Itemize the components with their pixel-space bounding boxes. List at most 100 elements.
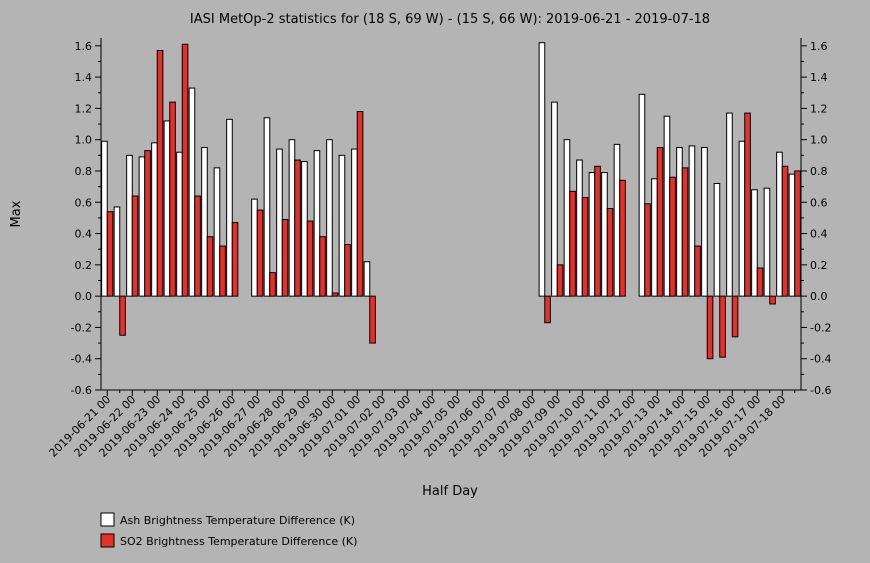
bar-so2 (681, 167, 689, 297)
bar-so2 (756, 267, 764, 297)
bar-so2 (744, 112, 751, 297)
y-tick-label-left: 0.0 (75, 290, 93, 303)
bar-ash (101, 140, 108, 297)
bar-so2 (781, 165, 789, 297)
bar-ash (788, 173, 796, 297)
bar-ash (226, 118, 233, 297)
bar-so2 (706, 295, 714, 360)
bar-ash (213, 167, 221, 297)
bar-ash (701, 147, 708, 297)
bar-ash (538, 42, 546, 297)
y-tick-label-left: 1.0 (75, 134, 93, 147)
y-tick-label-right: 0.6 (810, 196, 828, 209)
legend: Ash Brightness Temperature Difference (K… (100, 512, 357, 548)
bar-so2 (369, 295, 376, 344)
y-axis-label: Max (9, 200, 24, 227)
bar-so2 (281, 218, 289, 297)
bar-ash (301, 161, 308, 297)
y-tick-label-left: -0.6 (71, 384, 92, 397)
bar-ash (551, 101, 558, 297)
bar-ash (363, 261, 371, 297)
y-tick-label-right: 0.4 (810, 228, 828, 241)
bar-so2 (306, 220, 314, 297)
bar-ash (263, 117, 271, 297)
y-tick-label-right: -0.6 (810, 384, 831, 397)
y-tick-label-right: 1.2 (810, 102, 828, 115)
y-tick-label-right: 0.8 (810, 165, 828, 178)
bar-so2 (231, 222, 239, 297)
bar-ash (651, 178, 658, 297)
bar-so2 (644, 203, 651, 297)
bar-so2 (619, 179, 626, 297)
y-tick-label-left: -0.4 (71, 353, 92, 366)
y-tick-label-left: 0.6 (75, 196, 93, 209)
y-tick-label-left: 1.6 (75, 40, 93, 53)
y-tick-label-left: 0.8 (75, 165, 93, 178)
bar-so2 (344, 244, 351, 297)
bar-ash (601, 172, 608, 297)
y-tick-label-right: 1.6 (810, 40, 828, 53)
y-tick-label-left: 0.2 (75, 259, 93, 272)
bar-so2 (556, 264, 564, 297)
bar-so2 (206, 236, 214, 297)
bar-so2 (131, 195, 139, 297)
legend-swatch-so2 (100, 533, 115, 548)
bar-so2 (106, 211, 114, 297)
y-tick-label-left: -0.2 (71, 321, 92, 334)
bar-so2 (769, 295, 776, 305)
bar-ash (313, 150, 321, 297)
bar-ash (113, 206, 121, 297)
bar-ash (176, 151, 183, 297)
bar-ash (688, 145, 696, 297)
bar-so2 (194, 195, 201, 297)
bar-so2 (331, 292, 339, 297)
bar-ash (163, 120, 171, 297)
bar-so2 (169, 101, 176, 297)
bar-so2 (694, 245, 701, 297)
bar-so2 (594, 165, 601, 297)
bar-so2 (181, 43, 189, 297)
bar-so2 (319, 236, 326, 297)
legend-swatch-ash (100, 512, 115, 527)
y-tick-label-right: 1.4 (810, 71, 828, 84)
legend-label-so2: SO2 Brightness Temperature Difference (K… (120, 535, 357, 548)
bar-so2 (544, 295, 551, 324)
y-tick-label-left: 1.2 (75, 102, 93, 115)
bar-ash (613, 143, 621, 297)
bar-so2 (731, 295, 739, 338)
bar-so2 (144, 150, 151, 297)
bar-so2 (219, 245, 226, 297)
bar-ash (251, 198, 258, 297)
y-tick-label-right: -0.4 (810, 353, 831, 366)
bar-so2 (794, 170, 801, 297)
bar-ash (201, 147, 208, 297)
bar-ash (638, 93, 646, 297)
bar-ash (338, 154, 346, 297)
y-tick-label-right: 0.2 (810, 259, 828, 272)
y-tick-label-right: 1.0 (810, 134, 828, 147)
x-axis-label: Half Day (422, 484, 478, 499)
bar-ash (138, 156, 146, 297)
y-tick-label-right: 0.0 (810, 290, 828, 303)
bar-so2 (356, 111, 364, 297)
bar-so2 (581, 197, 589, 297)
bar-ash (676, 147, 683, 297)
bar-so2 (269, 272, 276, 297)
y-tick-label-left: 1.4 (75, 71, 93, 84)
bar-ash (276, 148, 283, 297)
bar-so2 (719, 295, 726, 358)
bar-ash (188, 87, 196, 297)
y-tick-label-left: 0.4 (75, 228, 93, 241)
bar-ash (563, 139, 571, 297)
bar-ash (738, 140, 746, 297)
y-tick-label-right: -0.2 (810, 321, 831, 334)
legend-label-ash: Ash Brightness Temperature Difference (K… (120, 514, 355, 527)
bar-so2 (669, 176, 676, 297)
bar-ash (288, 139, 296, 297)
bar-so2 (119, 295, 126, 336)
bar-ash (726, 112, 733, 297)
chart-title: IASI MetOp-2 statistics for (18 S, 69 W)… (190, 12, 710, 27)
bar-ash (663, 115, 671, 297)
